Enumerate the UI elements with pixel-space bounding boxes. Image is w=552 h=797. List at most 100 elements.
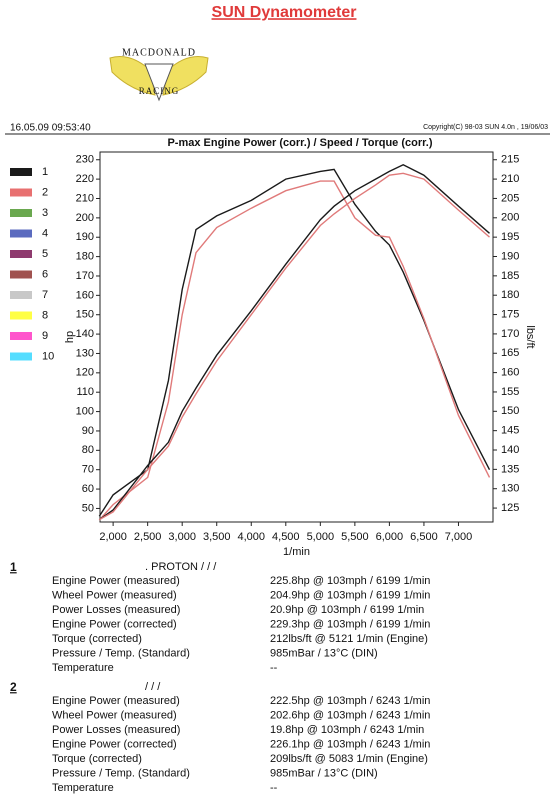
x-tick-label: 4,000 — [237, 531, 265, 543]
y-tick-label: 70 — [82, 464, 94, 476]
y-tick-label: 50 — [82, 502, 94, 514]
legend-label: 7 — [42, 289, 48, 301]
row-value: -- — [270, 662, 278, 674]
y2-tick-label: 160 — [501, 367, 519, 379]
y2-tick-label: 200 — [501, 212, 519, 224]
data-line — [98, 180, 491, 521]
row-value: 204.9hp @ 103mph / 6199 1/min — [270, 589, 430, 601]
row-value: 209lbs/ft @ 5083 1/min (Engine) — [270, 753, 428, 765]
x-tick-label: 5,000 — [307, 531, 335, 543]
x-tick-label: 5,500 — [341, 531, 369, 543]
y2-tick-label: 135 — [501, 463, 519, 475]
y-tick-label: 170 — [76, 270, 94, 282]
row-label: Pressure / Temp. (Standard) — [52, 767, 190, 779]
y-tick-label: 180 — [76, 251, 94, 263]
y-tick-label: 100 — [76, 405, 94, 417]
chart-title: P-max Engine Power (corr.) / Speed / Tor… — [167, 137, 432, 149]
y2-tick-label: 185 — [501, 270, 519, 282]
page-title: SUN Dynamometer — [212, 4, 357, 21]
y-tick-label: 120 — [76, 367, 94, 379]
row-value: 202.6hp @ 103mph / 6243 1/min — [270, 709, 430, 721]
legend-label: 9 — [42, 330, 48, 342]
legend: 1 2 3 4 5 6 7 8 9 10 — [10, 166, 54, 362]
y-tick-label: 160 — [76, 289, 94, 301]
legend-swatch — [10, 311, 32, 320]
data-line — [98, 168, 491, 517]
row-label: Engine Power (corrected) — [52, 738, 177, 750]
y2-tick-label: 125 — [501, 502, 519, 514]
x-tick-label: 6,000 — [376, 531, 404, 543]
row-label: Power Losses (measured) — [52, 724, 180, 736]
runs: 1 . PROTON / / / Engine Power (measured) 22… — [10, 560, 430, 794]
y2-tick-label: 140 — [501, 444, 519, 456]
row-value: 19.8hp @ 103mph / 6243 1/min — [270, 724, 424, 736]
y-tick-label: 140 — [76, 328, 94, 340]
x-tick-label: 6,500 — [410, 531, 438, 543]
legend-label: 3 — [42, 207, 48, 219]
logo: MACDONALD RACING — [109, 47, 209, 102]
y2-tick-label: 130 — [501, 483, 519, 495]
row-label: Torque (corrected) — [52, 633, 142, 645]
row-label: Temperature — [52, 782, 114, 794]
y2-tick-label: 195 — [501, 231, 519, 243]
y2-tick-label: 145 — [501, 425, 519, 437]
row-value: 20.9hp @ 103mph / 6199 1/min — [270, 604, 424, 616]
y-tick-label: 230 — [76, 154, 94, 166]
logo-bottom: RACING — [139, 86, 180, 96]
row-label: Torque (corrected) — [52, 753, 142, 765]
y2-tick-label: 175 — [501, 308, 519, 320]
y-tick-label: 200 — [76, 212, 94, 224]
legend-swatch — [10, 229, 32, 238]
y2-axis-label: lbs/ft — [524, 325, 536, 348]
x-tick-label: 2,000 — [99, 531, 127, 543]
legend-swatch — [10, 270, 32, 279]
y-tick-label: 60 — [82, 483, 94, 495]
y-tick-label: 150 — [76, 309, 94, 321]
y2-tick-label: 150 — [501, 405, 519, 417]
row-label: Engine Power (measured) — [52, 695, 180, 707]
y2-tick-label: 180 — [501, 289, 519, 301]
logo-top: MACDONALD — [122, 47, 196, 58]
x-tick-label: 4,500 — [272, 531, 300, 543]
row-value: -- — [270, 782, 278, 794]
legend-swatch — [10, 188, 32, 197]
run-number: 1 — [10, 560, 17, 574]
row-value: 225.8hp @ 103mph / 6199 1/min — [270, 575, 430, 587]
y2-tick-label: 215 — [501, 154, 519, 166]
row-value: 985mBar / 13°C (DIN) — [270, 767, 378, 779]
y-tick-label: 220 — [76, 173, 94, 185]
y-tick-label: 190 — [76, 231, 94, 243]
x-tick-label: 7,000 — [445, 531, 473, 543]
legend-swatch — [10, 250, 32, 258]
row-label: Pressure / Temp. (Standard) — [52, 647, 190, 659]
row-value: 212lbs/ft @ 5121 1/min (Engine) — [270, 633, 428, 645]
x-tick-label: 3,500 — [203, 531, 231, 543]
row-value: 985mBar / 13°C (DIN) — [270, 647, 378, 659]
run-vehicle: . PROTON / / / — [145, 561, 217, 573]
row-label: Engine Power (measured) — [52, 575, 180, 587]
legend-label: 4 — [42, 227, 48, 239]
y2-tick-label: 190 — [501, 250, 519, 262]
y-tick-label: 110 — [76, 386, 94, 398]
legend-swatch — [10, 352, 32, 361]
data-line — [98, 164, 490, 521]
x-axis-label: 1/min — [283, 546, 310, 558]
legend-swatch — [10, 209, 32, 217]
timestamp: 16.05.09 09:53:40 — [10, 123, 91, 134]
row-value: 222.5hp @ 103mph / 6243 1/min — [270, 695, 430, 707]
legend-label: 10 — [42, 350, 54, 362]
y2-tick-label: 155 — [501, 386, 519, 398]
y-tick-label: 80 — [82, 444, 94, 456]
row-label: Power Losses (measured) — [52, 604, 180, 616]
row-label: Temperature — [52, 662, 114, 674]
legend-label: 5 — [42, 248, 48, 260]
row-value: 226.1hp @ 103mph / 6243 1/min — [270, 738, 430, 750]
y2-tick-label: 170 — [501, 328, 519, 340]
y2-tick-label: 165 — [501, 347, 519, 359]
run-vehicle: / / / — [145, 681, 161, 693]
legend-label: 2 — [42, 186, 48, 198]
legend-swatch — [10, 332, 32, 340]
y-tick-label: 210 — [76, 192, 94, 204]
x-tick-label: 2,500 — [134, 531, 162, 543]
